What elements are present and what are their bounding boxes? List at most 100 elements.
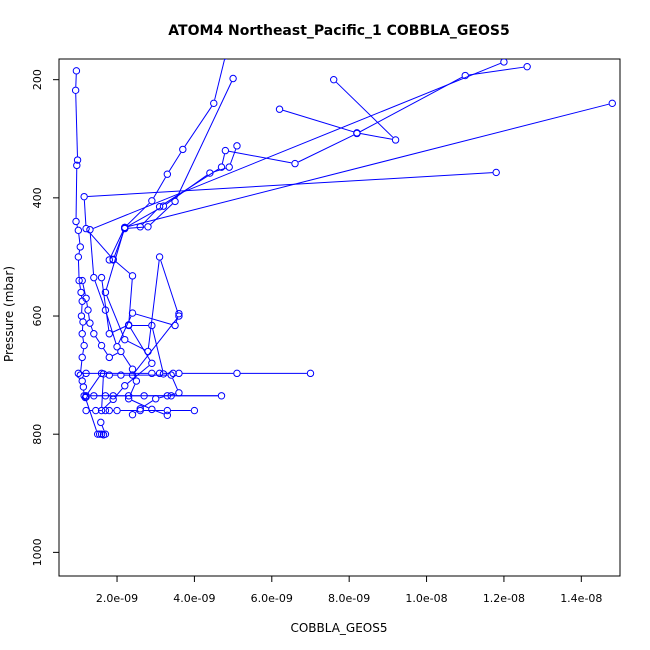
data-point: [74, 369, 83, 378]
series-line-segment: [115, 261, 131, 274]
data-point: [101, 288, 110, 297]
y-tick-label: 1000: [31, 538, 44, 566]
data-point: [97, 418, 105, 427]
data-point: [77, 288, 85, 297]
data-point: [73, 156, 82, 164]
data-point: [608, 99, 616, 108]
series-9: [80, 168, 500, 378]
data-point: [93, 430, 102, 438]
series-line-segment: [159, 396, 164, 399]
data-point: [90, 273, 98, 282]
data-point: [109, 255, 117, 264]
series-line-segment: [172, 378, 178, 390]
series-line-segment: [79, 284, 81, 289]
series-line-segment: [95, 336, 101, 343]
data-point: [163, 406, 172, 415]
series-line-segment: [86, 301, 88, 307]
data-point: [105, 406, 113, 415]
data-point: [124, 392, 133, 400]
data-point: [76, 243, 84, 251]
series-line-segment: [101, 425, 105, 432]
data-point: [82, 406, 90, 415]
series-line-segment: [468, 66, 524, 76]
series-4: [121, 142, 241, 232]
series-line-segment: [101, 377, 104, 407]
series-line-segment: [298, 134, 354, 163]
data-point: [78, 330, 86, 338]
series-line-segment: [106, 295, 124, 337]
data-point: [492, 168, 500, 177]
data-point: [275, 105, 284, 113]
data-point: [291, 159, 299, 168]
data-point: [329, 75, 338, 84]
data-point: [167, 392, 175, 400]
series-7: [136, 62, 531, 231]
series-line-segment: [90, 326, 94, 331]
data-point: [136, 405, 144, 413]
data-point: [175, 369, 183, 378]
series-line-segment: [184, 106, 213, 147]
series-line-segment: [112, 325, 126, 333]
data-point: [80, 192, 88, 201]
data-point: [210, 99, 218, 108]
series-line-segment: [142, 400, 153, 408]
series-line-segment: [82, 283, 86, 295]
x-axis-label: COBBLA_GEOS5: [290, 621, 387, 635]
data-point: [80, 341, 88, 350]
series-14: [105, 371, 183, 419]
chart-title: ATOM4 Northeast_Pacific_1 COBBLA_GEOS5: [168, 23, 509, 39]
series-line-segment: [214, 59, 225, 100]
data-point: [74, 253, 83, 261]
data-point: [72, 67, 81, 75]
data-point: [163, 170, 172, 178]
data-point: [128, 272, 137, 280]
series-line-segment: [152, 328, 164, 371]
data-point: [140, 392, 148, 400]
series-line-segment: [127, 340, 146, 351]
data-point: [148, 405, 156, 414]
series-line-segment: [112, 352, 118, 357]
data-point: [175, 312, 183, 320]
series-line-segment: [175, 316, 179, 323]
y-tick-label: 600: [31, 306, 44, 327]
series-line-segment: [128, 103, 609, 227]
series-line-segment: [153, 177, 166, 198]
series-line-segment: [170, 393, 176, 396]
data-point: [163, 392, 172, 400]
data-point: [78, 377, 86, 385]
y-tick-label: 800: [31, 424, 44, 445]
data-point: [82, 224, 90, 233]
data-point: [79, 318, 87, 326]
data-point: [82, 294, 90, 302]
series-8: [275, 75, 400, 144]
data-point: [105, 353, 113, 362]
data-point: [225, 163, 233, 171]
series-line-segment: [130, 327, 151, 361]
data-point: [97, 273, 106, 282]
series-line-segment: [115, 388, 123, 397]
series-line-segment: [150, 203, 173, 225]
data-point: [169, 369, 177, 378]
series-line-segment: [85, 400, 98, 431]
data-point: [97, 406, 106, 415]
data-point: [148, 321, 156, 330]
series-line-segment: [155, 410, 165, 415]
data-point: [82, 392, 90, 400]
data-point: [391, 136, 400, 144]
x-axis: 2.0e-09 4.0e-09 6.0e-09 8.0e-09 1.0e-08 1.2e-…: [96, 575, 602, 605]
data-point: [233, 142, 241, 150]
data-point: [128, 410, 137, 419]
data-point: [74, 226, 83, 235]
y-tick-label: 200: [31, 69, 44, 90]
series-line-segment: [168, 152, 182, 172]
series-line-segment: [106, 313, 117, 344]
data-point: [97, 341, 106, 350]
data-point: [132, 377, 141, 385]
data-point: [105, 256, 113, 264]
data-point: [99, 370, 108, 378]
data-point: [148, 369, 156, 378]
data-point: [136, 223, 144, 231]
data-point: [78, 276, 86, 285]
series-6: [101, 99, 616, 379]
series-5: [109, 74, 237, 264]
